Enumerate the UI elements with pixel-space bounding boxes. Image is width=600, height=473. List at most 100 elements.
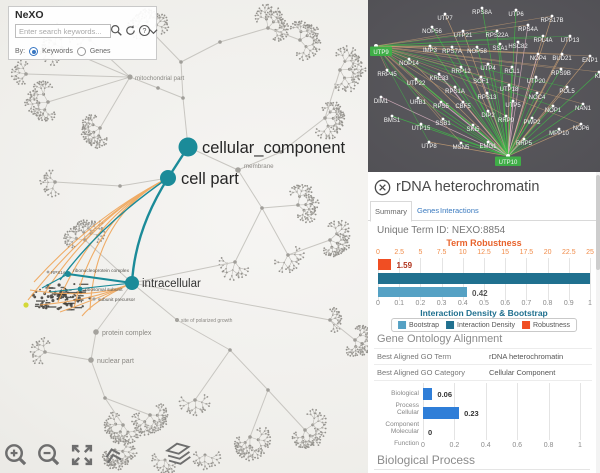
svg-text:?: ? xyxy=(143,28,147,35)
gene-NOP6-label[interactable]: NOP6 xyxy=(573,126,590,132)
gene-UTP10-label[interactable]: UTP10 xyxy=(499,160,518,166)
node-mitochondrial-part[interactable] xyxy=(127,74,133,80)
x-axis-tick: 0.6 xyxy=(512,442,523,449)
gene-NOP56-label[interactable]: NOP56 xyxy=(422,29,442,35)
gene-RPS17B-label[interactable]: RPS17B xyxy=(540,18,563,24)
gene-ENP1-label[interactable]: ENP1 xyxy=(582,58,598,64)
gene-RPS1A-label[interactable]: RPS1A xyxy=(445,89,465,95)
gene-RPS13-label[interactable]: RPS13 xyxy=(477,95,497,101)
gene-POL5-label[interactable]: POL5 xyxy=(559,89,575,95)
fit-screen-icon[interactable] xyxy=(69,442,95,468)
gene-CBF5-label[interactable]: CBF5 xyxy=(455,104,471,110)
gene-RRP5-label[interactable]: RRP5 xyxy=(516,141,533,147)
gene-SOF1-label[interactable]: SOF1 xyxy=(473,79,489,85)
gene-RPS22A-label[interactable]: RPS22A xyxy=(485,33,508,39)
gene-RPS4A-label[interactable]: RPS4A xyxy=(518,27,538,33)
table-row: Best Aligned GO Category Cellular Compon… xyxy=(374,364,592,381)
gene-RPS8A-label[interactable]: RPS8A xyxy=(472,10,492,16)
gene-RPS9B-label[interactable]: RPS9B xyxy=(551,71,571,77)
gene-UTP18-label[interactable]: UTP18 xyxy=(500,87,519,93)
gene-nodes: UTP7 RPS8A UTP6 RPS17B NOP56 UTP21 RPS22A RPS4A… xyxy=(370,6,600,167)
search-input[interactable] xyxy=(15,24,111,38)
gene-RRP45-label[interactable]: RRP45 xyxy=(377,72,397,78)
layers-icon[interactable] xyxy=(165,441,193,469)
gene-DIM1-label[interactable]: DIM1 xyxy=(374,99,389,105)
tab-summary[interactable]: Summary xyxy=(370,201,412,222)
node-protein-complex[interactable] xyxy=(93,329,99,335)
gene-URB1-label[interactable]: URB1 xyxy=(410,100,427,106)
bottom-axis-tick: 0.5 xyxy=(479,300,489,307)
refresh-icon[interactable] xyxy=(124,24,137,37)
gene-UTP15-label[interactable]: UTP15 xyxy=(412,126,431,132)
top-axis-tick: 17.5 xyxy=(519,249,534,256)
gene-IMP3-label[interactable]: IMP3 xyxy=(423,48,438,54)
gene-RCL1-label[interactable]: RCL1 xyxy=(504,69,520,75)
gene-SKI5-label[interactable]: SKI5 xyxy=(466,127,480,133)
gene-KRE33-label[interactable]: KRE33 xyxy=(429,76,449,82)
x-axis-tick: 0.2 xyxy=(449,442,460,449)
gene-RPL4A-label[interactable]: RPL4A xyxy=(533,38,552,44)
gene-NOC4-label[interactable]: NOC4 xyxy=(529,95,546,101)
node-cell-part[interactable] xyxy=(160,170,176,186)
search-icon[interactable] xyxy=(110,24,123,37)
gene-UTP5-label[interactable]: UTP5 xyxy=(505,103,521,109)
gene-UTP9-label[interactable]: UTP9 xyxy=(373,50,389,56)
label-rps1a[interactable] xyxy=(46,270,50,274)
gene-MSN5-label[interactable]: MSN5 xyxy=(453,145,470,151)
gene-network-panel[interactable]: UTP7 RPS8A UTP6 RPS17B NOP56 UTP21 RPS22A RPS4A… xyxy=(368,0,600,172)
gene-UTP22-label[interactable]: UTP22 xyxy=(407,81,426,87)
zoom-out-icon[interactable] xyxy=(36,442,63,469)
gene-NOP58-label[interactable]: NOP58 xyxy=(467,49,487,55)
interaction-density-bar xyxy=(378,272,590,284)
gene-UTP10[interactable] xyxy=(495,156,521,167)
gene-MPP10-label[interactable]: MPP10 xyxy=(549,131,569,137)
gene-BMS1-label[interactable]: BMS1 xyxy=(384,118,401,124)
node-ribonucleoprotein-complex[interactable] xyxy=(65,271,71,277)
goa-category-value: Cellular Component xyxy=(489,368,556,377)
node-membrane[interactable] xyxy=(235,167,241,173)
gene-UTP9[interactable] xyxy=(370,46,392,57)
collapse-icon[interactable] xyxy=(103,445,123,465)
node-site-of-polarized-growth[interactable] xyxy=(175,318,179,322)
gene-UTP4-label[interactable]: UTP4 xyxy=(480,66,496,72)
zoom-in-icon[interactable] xyxy=(3,442,30,469)
gene-RPS7A-label[interactable]: RPS7A xyxy=(442,49,462,55)
node-cellular-component[interactable] xyxy=(178,137,198,157)
node-nuclear-part[interactable] xyxy=(88,357,94,363)
gene-NAN1-label[interactable]: NAN1 xyxy=(575,106,592,112)
close-icon[interactable] xyxy=(374,179,391,196)
gene-SSA1-label[interactable]: SSA1 xyxy=(492,46,508,52)
bottom-axis-tick: 0.1 xyxy=(394,300,405,307)
gene-UTP8-label[interactable]: UTP8 xyxy=(421,144,437,150)
gene-UTP21-label[interactable]: UTP21 xyxy=(454,33,473,39)
gene-UTP13-label[interactable]: UTP13 xyxy=(561,38,580,44)
gene-RPS5-label[interactable]: RPS5 xyxy=(433,104,449,110)
gene-SSB1-label[interactable]: SSB1 xyxy=(435,121,451,127)
gene-UTP7-label[interactable]: UTP7 xyxy=(437,16,453,22)
gene-NOP4-label[interactable]: NOP4 xyxy=(530,56,547,62)
gene-UTP6-label[interactable]: UTP6 xyxy=(508,12,524,18)
tab-genes[interactable]: Genes xyxy=(417,206,440,215)
label-subunit-precursor[interactable] xyxy=(92,297,96,301)
gene-UTP20-label[interactable]: UTP20 xyxy=(527,79,546,85)
gene-EMG1-label[interactable]: EMG1 xyxy=(479,144,497,150)
gene-PWP2-label[interactable]: PWP2 xyxy=(523,120,541,126)
tab-interactions[interactable]: Interactions xyxy=(440,206,479,215)
gene-RRP12-label[interactable]: RRP12 xyxy=(451,69,471,75)
gene-RRP9-label[interactable]: RRP9 xyxy=(498,118,515,124)
radio-keywords[interactable] xyxy=(29,47,39,56)
gene-DIP2-label[interactable]: DIP2 xyxy=(481,113,495,119)
help-icon[interactable]: ? xyxy=(138,24,151,37)
gene-edges xyxy=(375,7,600,157)
gene-NOP1-label[interactable]: NOP1 xyxy=(545,108,562,114)
details-scrollbar[interactable] xyxy=(596,172,600,473)
radio-genes[interactable] xyxy=(76,47,86,56)
chevron-down-icon[interactable] xyxy=(149,27,158,36)
gene-KR-label[interactable]: KR xyxy=(595,74,600,80)
node-intracellular[interactable] xyxy=(125,276,139,290)
gene-HSC82-label[interactable]: HSC82 xyxy=(508,44,528,50)
top-axis-tick: 0 xyxy=(376,249,380,256)
node-ribosomal-subunit[interactable] xyxy=(77,286,83,292)
gene-NOP14-label[interactable]: NOP14 xyxy=(399,61,419,67)
gene-BUD21-label[interactable]: BUD21 xyxy=(552,56,572,62)
